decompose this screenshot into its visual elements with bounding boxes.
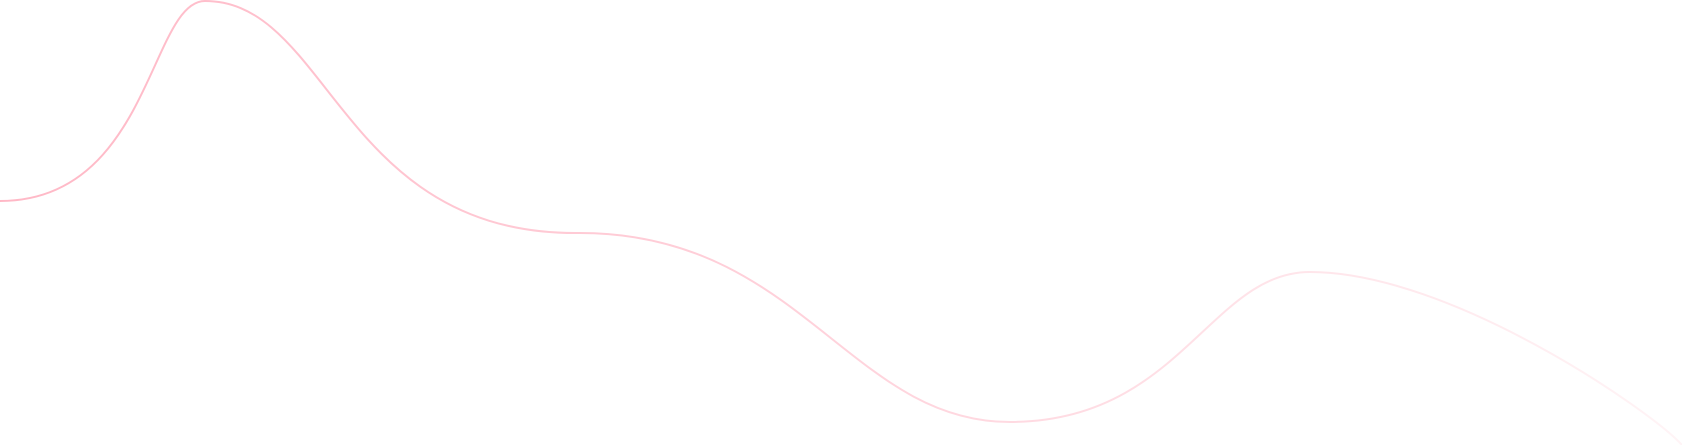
- wave-line: [0, 0, 1682, 445]
- wave-svg: [0, 0, 1682, 445]
- wave-decoration: [0, 0, 1682, 445]
